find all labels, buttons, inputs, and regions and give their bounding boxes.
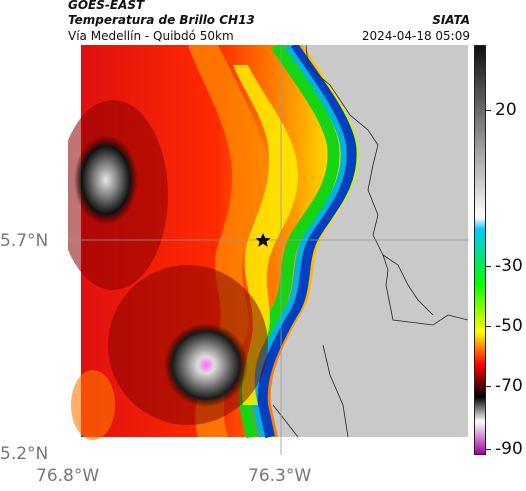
clear-sky-region (270, 45, 468, 437)
colorbar-tick (486, 266, 491, 267)
warm-cloud-band (188, 45, 271, 437)
colorbar-label: -30 (495, 256, 523, 276)
colorbar-label: -90 (495, 439, 523, 459)
longitude-label: 76.8°W (36, 466, 100, 486)
latitude-label: 5.2°N (0, 444, 49, 464)
cold-core (74, 135, 138, 225)
colorbar-label: 20 (495, 100, 517, 120)
colorbar-tick (486, 326, 491, 327)
cold-core (164, 323, 248, 407)
star-icon (255, 233, 271, 247)
colorbar-label: -70 (495, 376, 523, 396)
colorbar-tick (486, 386, 491, 387)
product-title: Temperatura de Brillo CH13 (68, 13, 255, 27)
colorbar-label: -50 (495, 316, 523, 336)
satellite-map (68, 45, 469, 455)
border-line (272, 404, 299, 438)
brand-label: SIATA (432, 13, 470, 27)
border-line (305, 45, 469, 326)
cloud-edge (257, 45, 357, 439)
colorbar-tick (486, 449, 491, 450)
colorbar-tick (486, 110, 491, 111)
route-subtitle: Vía Medellín - Quibdó 50km (68, 29, 234, 43)
warm-patch (71, 370, 115, 440)
colorbar (474, 45, 486, 455)
timestamp: 2024-04-18 05:09 (361, 29, 470, 43)
river-line (322, 344, 349, 438)
longitude-label: 76.3°W (248, 466, 312, 486)
yellow-cloud-band (233, 65, 298, 405)
border-line (382, 254, 434, 316)
satellite-title: GOES-EAST (68, 0, 145, 12)
latitude-label: 5.7°N (0, 231, 49, 251)
